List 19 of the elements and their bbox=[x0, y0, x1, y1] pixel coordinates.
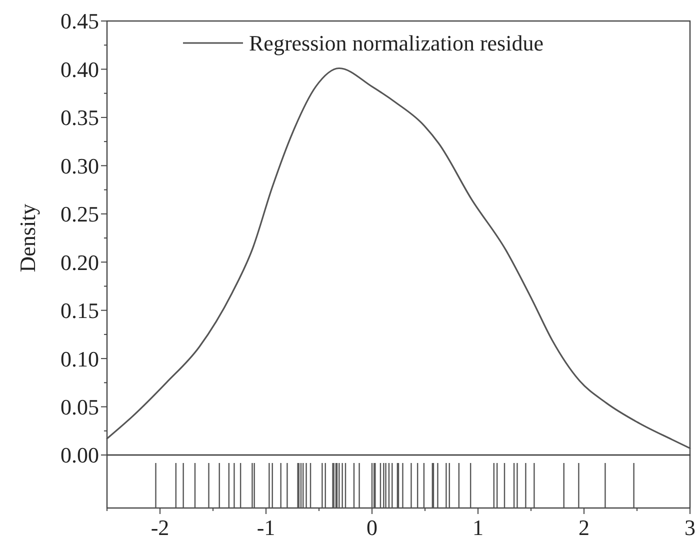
y-tick-label: 0.10 bbox=[60, 346, 99, 372]
y-tick-label: 0.25 bbox=[60, 202, 99, 227]
y-tick-label: 0.30 bbox=[60, 153, 99, 178]
y-tick-label: 0.35 bbox=[60, 105, 99, 130]
x-tick-label: -1 bbox=[256, 515, 276, 540]
y-tick-label: 0.00 bbox=[60, 442, 99, 468]
y-tick-label: 0.20 bbox=[60, 250, 99, 275]
x-tick-label: 2 bbox=[578, 515, 590, 540]
y-tick-label: 0.40 bbox=[60, 56, 99, 82]
y-axis-title: Density bbox=[15, 204, 40, 272]
line-series bbox=[106, 67, 691, 450]
y-tick-label: 0.15 bbox=[60, 298, 99, 324]
legend-label: Regression normalization residue bbox=[249, 30, 544, 56]
x-tick-label: 0 bbox=[366, 515, 378, 540]
x-tick-label: 1 bbox=[472, 515, 484, 540]
x-tick-label: 3 bbox=[684, 515, 696, 540]
y-tick-label: 0.05 bbox=[60, 394, 99, 420]
y-tick-label: 0.45 bbox=[60, 8, 99, 34]
x-tick-label: -2 bbox=[150, 515, 170, 540]
